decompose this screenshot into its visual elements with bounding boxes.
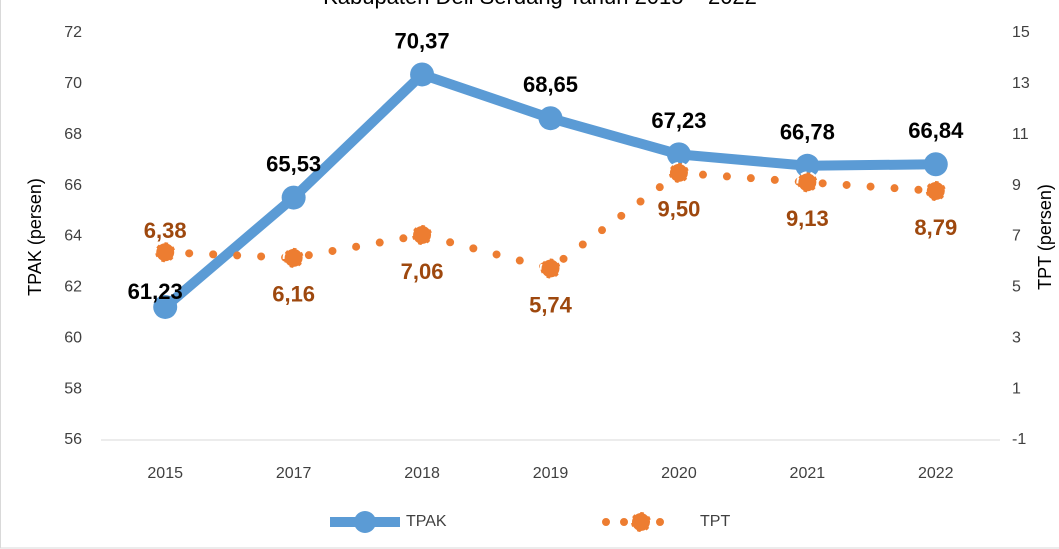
data-label: 6,38 (144, 218, 187, 243)
marker (667, 161, 690, 184)
data-label: 66,84 (908, 118, 964, 143)
marker (666, 142, 691, 167)
marker (410, 62, 435, 87)
data-label: 65,53 (266, 151, 321, 176)
marker (154, 241, 177, 264)
data-label: 68,65 (523, 72, 578, 97)
marker (795, 153, 820, 178)
marker (282, 246, 305, 269)
y-tick-label: 58 (64, 380, 82, 397)
chart-title: Kabupaten Deli Serdang Tahun 2015 – 2022 (323, 0, 757, 9)
marker (153, 294, 178, 319)
marker (281, 185, 306, 210)
y-tick-label: 66 (64, 177, 82, 194)
legend-label: TPT (700, 513, 730, 530)
data-label: 9,50 (658, 197, 701, 222)
y2-tick-label: 9 (1012, 177, 1021, 194)
marker (924, 179, 947, 202)
x-tick-label: 2018 (404, 465, 440, 482)
legend-marker (630, 511, 652, 533)
y2-tick-label: 11 (1012, 126, 1029, 143)
x-tick-label: 2015 (147, 465, 183, 482)
y2-tick-label: 7 (1012, 228, 1021, 245)
y2-tick-label: 13 (1012, 75, 1030, 92)
y-axis-title: TPAK (persen) (25, 178, 45, 296)
legend-marker (354, 511, 376, 533)
y2-tick-label: 3 (1012, 329, 1021, 346)
y-tick-label: 64 (64, 228, 82, 245)
y2-tick-label: -1 (1012, 431, 1026, 448)
x-tick-label: 2021 (790, 465, 826, 482)
data-label: 8,79 (914, 215, 957, 240)
data-label: 9,13 (786, 206, 829, 231)
data-label: 5,74 (529, 292, 573, 317)
y-tick-label: 60 (64, 329, 82, 346)
data-label: 61,23 (128, 279, 183, 304)
y-tick-label: 62 (64, 279, 82, 296)
y2-tick-label: 15 (1012, 24, 1030, 41)
x-tick-label: 2017 (276, 465, 312, 482)
marker (539, 257, 562, 280)
data-label: 70,37 (395, 28, 450, 53)
y2-tick-label: 1 (1012, 380, 1021, 397)
data-label: 7,06 (401, 259, 444, 284)
marker (538, 106, 563, 131)
data-label: 6,16 (272, 282, 315, 307)
marker (796, 171, 819, 194)
data-label: 67,23 (651, 108, 706, 133)
y-tick-label: 56 (64, 431, 82, 448)
x-tick-label: 2020 (661, 465, 697, 482)
y-tick-label: 70 (64, 75, 82, 92)
y2-axis-title: TPT (persen) (1035, 184, 1055, 290)
data-label: 66,78 (780, 120, 835, 145)
marker (411, 223, 434, 246)
x-tick-label: 2019 (533, 465, 569, 482)
y-tick-label: 72 (64, 24, 82, 41)
legend-label: TPAK (406, 513, 447, 530)
marker (923, 152, 948, 177)
y-tick-label: 68 (64, 126, 82, 143)
y2-tick-label: 5 (1012, 279, 1021, 296)
x-tick-label: 2022 (918, 465, 954, 482)
